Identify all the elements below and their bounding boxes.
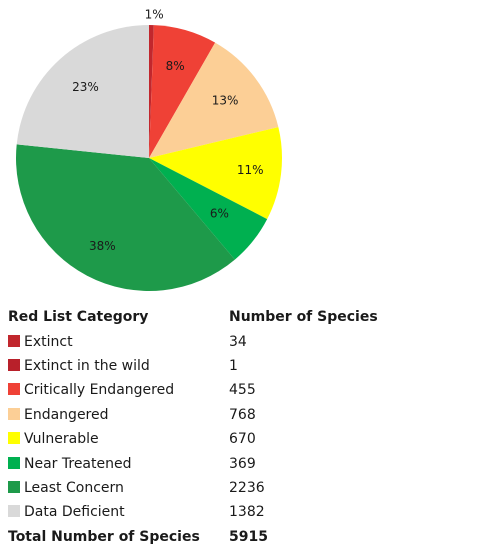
legend-body: Extinct 34 Extinct in the wild 1 Critically … <box>8 329 378 524</box>
pie-slice-least-concern <box>15 144 235 292</box>
legend-row: Data Deficient 1382 <box>8 500 378 524</box>
legend-label: Extinct <box>24 333 73 350</box>
legend-label: Endangered <box>24 406 109 423</box>
legend-row: Extinct in the wild 1 <box>8 354 378 378</box>
legend-category: Least Concern <box>8 476 229 500</box>
pie-slice-vulnerable <box>149 127 282 220</box>
legend-count: 369 <box>229 455 256 472</box>
legend-category: Endangered <box>8 403 229 427</box>
legend-swatch <box>8 358 20 371</box>
slice-percent-label: 13% <box>212 94 239 108</box>
header-category: Red List Category <box>8 309 149 326</box>
legend-swatch <box>8 383 20 396</box>
legend-count: 1 <box>229 357 238 374</box>
legend-label: Least Concern <box>24 479 124 496</box>
legend-category: Near Treatened <box>8 451 229 475</box>
total-value: 5915 <box>229 528 268 545</box>
legend-label: Data Deficient <box>24 504 125 521</box>
total-label: Total Number of Species <box>8 528 200 545</box>
legend-count: 455 <box>229 382 256 399</box>
legend-row: Near Treatened 369 <box>8 451 378 475</box>
pie-slice-endangered <box>149 42 279 158</box>
legend-category: Critically Endangered <box>8 378 229 402</box>
total-row: Total Number of Species 5915 <box>8 525 378 549</box>
legend-row: Endangered 768 <box>8 403 378 427</box>
pie-slice-data-deficient <box>16 25 150 158</box>
slice-percent-label: 1% <box>145 8 164 22</box>
legend-swatch <box>8 480 20 493</box>
slice-percent-label: 38% <box>89 239 116 253</box>
legend-count: 34 <box>229 333 247 350</box>
legend-row: Critically Endangered 455 <box>8 378 378 402</box>
legend-count: 1382 <box>229 504 265 521</box>
slice-percent-label: 11% <box>237 163 264 177</box>
pie-slice-near-treatened <box>149 158 268 260</box>
legend-row: Extinct 34 <box>8 329 378 353</box>
legend-category: Extinct in the wild <box>8 354 229 378</box>
slice-percent-label: 8% <box>166 59 185 73</box>
legend-header-row: Red List Category Number of Species <box>8 305 378 329</box>
legend-swatch <box>8 505 20 518</box>
legend-count: 2236 <box>229 479 265 496</box>
legend-count: 768 <box>229 406 256 423</box>
legend-label: Vulnerable <box>24 431 99 448</box>
legend-category: Vulnerable <box>8 427 229 451</box>
legend-swatch <box>8 334 20 347</box>
pie-chart: 1% 8% 13% 11% 6% 38% 23% <box>15 8 282 292</box>
pie-slice-extinct <box>149 25 154 158</box>
legend-label: Near Treatened <box>24 455 132 472</box>
slice-percent-label: 23% <box>72 80 99 94</box>
slice-percent-label: 6% <box>210 207 229 221</box>
legend-label: Extinct in the wild <box>24 357 150 374</box>
legend-swatch <box>8 456 20 469</box>
legend-label: Critically Endangered <box>24 382 175 399</box>
legend-row: Least Concern 2236 <box>8 476 378 500</box>
pie-slice-critically-endangered <box>149 25 216 159</box>
legend-category: Data Deficient <box>8 500 229 524</box>
header-count: Number of Species <box>229 309 378 326</box>
legend-category: Extinct <box>8 329 229 353</box>
legend-row: Vulnerable 670 <box>8 427 378 451</box>
legend-count: 670 <box>229 431 256 448</box>
legend-swatch <box>8 432 20 445</box>
legend-swatch <box>8 407 20 420</box>
legend-table: Red List Category Number of Species Exti… <box>8 305 378 549</box>
